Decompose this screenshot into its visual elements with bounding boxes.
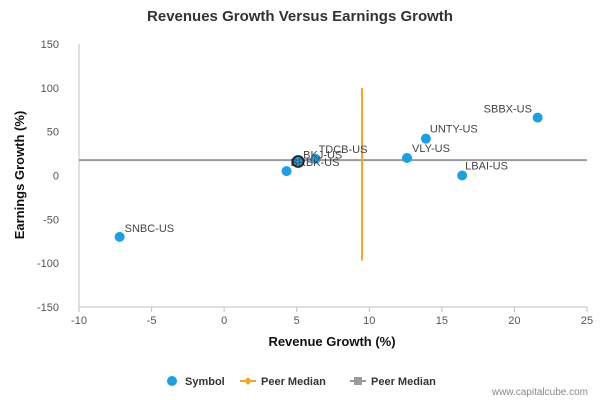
data-point[interactable] bbox=[310, 153, 321, 164]
y-tick-label: 150 bbox=[41, 39, 59, 51]
data-point[interactable] bbox=[293, 156, 304, 167]
x-tick-label: 5 bbox=[294, 315, 300, 327]
y-tick-label: 100 bbox=[41, 83, 59, 95]
chart-title: Revenues Growth Versus Earnings Growth bbox=[147, 8, 453, 25]
y-tick-label: 50 bbox=[47, 127, 59, 139]
y-tick-label: 0 bbox=[53, 171, 59, 183]
highlighted-point-ring[interactable] bbox=[291, 155, 305, 168]
legend: Symbol Peer Median Peer Median bbox=[167, 376, 436, 388]
data-point-label: VLY-US bbox=[412, 143, 450, 155]
x-tick-label: 10 bbox=[363, 315, 375, 327]
legend-label: Peer Median bbox=[371, 376, 436, 388]
x-tick-label: 20 bbox=[508, 315, 520, 327]
x-tick-label: -10 bbox=[71, 315, 87, 327]
data-point-label: BKJ-US bbox=[303, 149, 342, 161]
legend-label: Symbol bbox=[185, 376, 225, 388]
data-point-label: TDCB-US bbox=[319, 144, 368, 156]
legend-diamond-marker bbox=[244, 377, 252, 385]
data-point[interactable] bbox=[114, 231, 125, 242]
legend-square-marker bbox=[354, 377, 362, 385]
data-point[interactable] bbox=[402, 152, 413, 163]
x-tick-label: 25 bbox=[581, 315, 593, 327]
data-point-label: UNTY-US bbox=[430, 124, 478, 136]
data-point-label: SNBC-US bbox=[125, 223, 175, 235]
x-axis-title: Revenue Growth (%) bbox=[268, 334, 395, 349]
x-tick-label: 15 bbox=[436, 315, 448, 327]
x-tick-label: 0 bbox=[221, 315, 227, 327]
data-point[interactable] bbox=[420, 133, 431, 144]
legend-label: Peer Median bbox=[261, 376, 326, 388]
data-point[interactable] bbox=[281, 166, 292, 177]
y-tick-label: -150 bbox=[37, 302, 59, 314]
credit-text: www.capitalcube.com bbox=[491, 387, 588, 398]
x-tick-label: -5 bbox=[147, 315, 157, 327]
y-tick-label: -50 bbox=[43, 214, 59, 226]
plot-area: -10 -5 0 5 10 15 20 25-150-100-50050100150SBBX-… bbox=[37, 39, 593, 327]
data-point[interactable] bbox=[457, 170, 468, 181]
legend-symbol-marker bbox=[167, 376, 177, 386]
y-axis-title: Earnings Growth (%) bbox=[12, 111, 27, 240]
y-tick-label: -100 bbox=[37, 258, 59, 270]
data-point-label: SBBX-US bbox=[484, 104, 532, 116]
data-point-label: LBAI-US bbox=[465, 161, 508, 173]
data-point[interactable] bbox=[532, 112, 543, 123]
